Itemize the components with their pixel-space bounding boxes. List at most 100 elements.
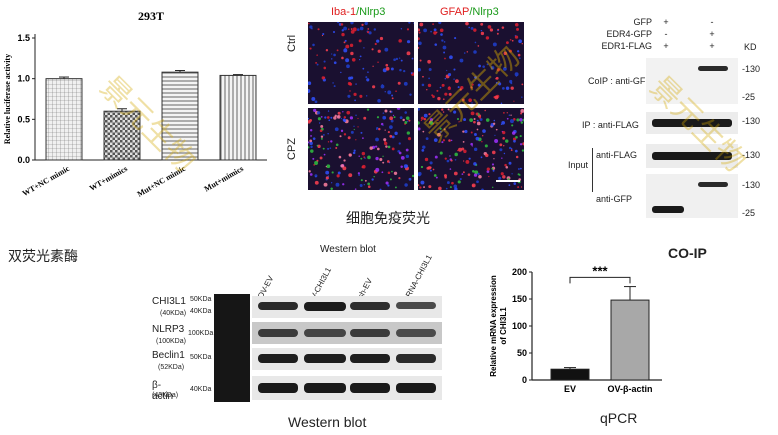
- cell-signal: [513, 118, 516, 121]
- cell-signal: [373, 175, 375, 178]
- cell-signal: [419, 186, 422, 189]
- cell-signal: [442, 139, 446, 142]
- cell-signal: [446, 69, 448, 72]
- cell-signal: [478, 64, 481, 68]
- cell-signal: [406, 131, 411, 135]
- cell-signal: [343, 41, 346, 44]
- cell-signal: [387, 90, 392, 95]
- cell-signal: [364, 22, 368, 26]
- cell-signal: [426, 166, 430, 170]
- cell-signal: [333, 85, 336, 88]
- cell-signal: [443, 41, 446, 43]
- cell-signal: [357, 126, 359, 128]
- cell-signal: [376, 116, 380, 119]
- cell-signal: [488, 175, 490, 178]
- cell-signal: [487, 25, 492, 29]
- cell-signal: [332, 82, 334, 84]
- luciferase-chart: 293T Relative luciferase activity 0.0 0.5 1.…: [0, 0, 290, 240]
- cell-signal: [358, 174, 360, 176]
- x-tick-label: EV: [564, 384, 576, 394]
- cell-signal: [432, 95, 435, 98]
- scale-bar: [496, 180, 520, 182]
- cell-signal: [475, 112, 479, 116]
- cell-signal: [336, 49, 339, 52]
- cell-signal: [439, 86, 442, 89]
- cell-signal: [508, 161, 512, 165]
- cell-signal: [389, 134, 393, 138]
- x-tick-label: WT+mimics: [88, 164, 129, 193]
- cell-signal: [520, 121, 524, 124]
- cell-signal: [310, 145, 313, 149]
- cell-signal: [436, 89, 439, 92]
- cell-signal: [375, 137, 379, 142]
- cell-signal: [519, 167, 522, 170]
- cell-signal: [441, 108, 444, 111]
- cell-signal: [314, 100, 318, 104]
- cell-signal: [346, 110, 351, 115]
- cell-signal: [457, 180, 461, 184]
- cell-signal: [393, 116, 396, 119]
- cell-signal: [510, 114, 512, 116]
- bar: [550, 368, 590, 381]
- cell-signal: [340, 129, 344, 133]
- band: [396, 329, 436, 337]
- cell-signal: [330, 116, 333, 119]
- cell-signal: [419, 59, 422, 62]
- cell-signal: [470, 142, 473, 146]
- cell-signal: [428, 113, 431, 116]
- cell-signal: [326, 116, 330, 119]
- cell-signal: [436, 31, 438, 33]
- cell-signal: [428, 185, 432, 189]
- band: [258, 354, 298, 363]
- cell-signal: [345, 58, 350, 63]
- cell-signal: [373, 28, 377, 31]
- cell-signal: [403, 81, 408, 86]
- cell-signal: [408, 22, 411, 24]
- cell-signal: [308, 146, 310, 149]
- cell-signal: [473, 162, 477, 166]
- cell-signal: [493, 119, 496, 122]
- qpcr-chart-svg: 0 50 100 150 200 Relative mRNA expressionof C…: [489, 263, 662, 394]
- if-marker-nlrp3-left: /Nlrp3: [356, 6, 386, 18]
- western-header: Western blot: [320, 244, 376, 255]
- cell-signal: [511, 131, 516, 135]
- cell-signal: [502, 66, 507, 71]
- coip-condition-labels: GFP EDR4-GFP EDR1-FLAG: [568, 16, 652, 52]
- cell-signal: [316, 144, 319, 147]
- cell-signal: [325, 49, 329, 52]
- cell-signal: [510, 86, 514, 90]
- cell-signal: [356, 28, 360, 31]
- cell-signal: [418, 31, 421, 34]
- cell-signal: [383, 138, 387, 142]
- cell-signal: [333, 116, 337, 120]
- cell-signal: [453, 171, 458, 176]
- cell-signal: [453, 110, 457, 114]
- cell-signal: [439, 151, 443, 155]
- cell-signal: [462, 171, 465, 174]
- cell-signal: [380, 84, 385, 89]
- cell-signal: [391, 147, 395, 151]
- cell-signal: [449, 168, 452, 170]
- cell-signal: [480, 31, 485, 36]
- y-axis-label-line: Relative mRNA expression: [489, 275, 498, 377]
- cell-signal: [420, 165, 424, 169]
- western-blot-nlrp3: [252, 322, 442, 344]
- cell-signal: [387, 131, 390, 134]
- cell-signal: [516, 27, 520, 31]
- cell-signal: [308, 170, 311, 173]
- cell-signal: [313, 163, 316, 166]
- western-row-kda: 50KDa: [190, 354, 212, 361]
- cell-signal: [382, 124, 384, 127]
- cell-signal: [349, 43, 354, 48]
- cell-signal: [492, 42, 497, 47]
- cell-signal: [308, 81, 312, 86]
- cell-signal: [451, 181, 454, 185]
- band: [304, 383, 346, 393]
- cell-signal: [361, 151, 366, 156]
- cell-signal: [431, 94, 434, 97]
- cell-signal: [445, 187, 448, 190]
- cell-signal: [390, 119, 394, 123]
- input-gfp-blot: [646, 174, 738, 218]
- cell-signal: [491, 186, 494, 189]
- cell-signal: [429, 121, 434, 125]
